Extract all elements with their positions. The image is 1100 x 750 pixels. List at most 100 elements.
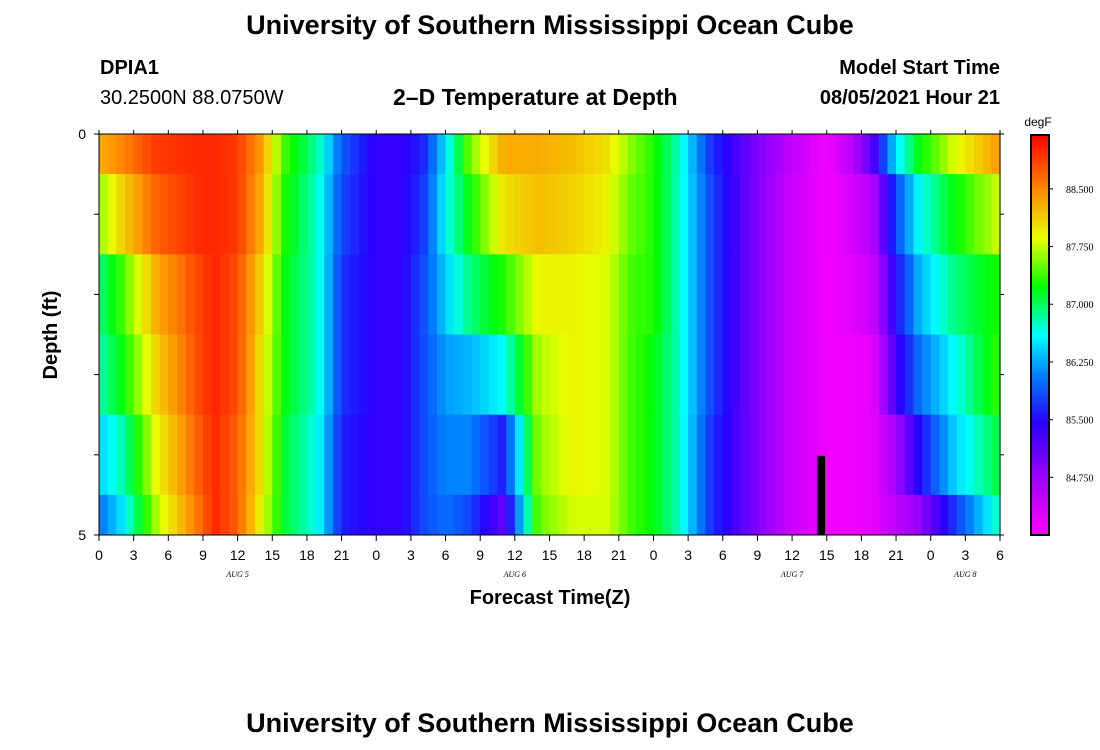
x-tick-label: 9 xyxy=(199,547,207,563)
heatmap-cell xyxy=(324,494,334,536)
heatmap-cell xyxy=(592,494,603,536)
x-tick-label: 9 xyxy=(754,547,762,563)
heatmap-cell xyxy=(176,254,187,335)
heatmap-cell xyxy=(705,254,715,335)
heatmap-cell xyxy=(99,254,109,335)
heatmap-cell xyxy=(575,254,585,335)
heatmap-cell xyxy=(488,254,499,335)
heatmap-cell xyxy=(584,254,594,335)
heatmap-cell xyxy=(176,334,187,416)
heatmap-cell xyxy=(610,134,620,175)
heatmap-cell xyxy=(844,174,854,255)
heatmap-cell xyxy=(826,334,836,416)
heatmap-cell xyxy=(696,254,707,335)
heatmap-cell xyxy=(670,134,681,175)
heatmap-cell xyxy=(194,334,204,416)
heatmap-cell xyxy=(731,174,741,255)
plot-title: 2–D Temperature at Depth xyxy=(393,84,678,110)
x-tick-label: 12 xyxy=(507,547,523,563)
heatmap-cell xyxy=(844,414,854,496)
heatmap-cell xyxy=(246,414,256,496)
heatmap-cell xyxy=(324,254,334,335)
heatmap-cell xyxy=(722,134,733,175)
heatmap-cell xyxy=(298,494,308,536)
heatmap-cell xyxy=(540,494,551,536)
heatmap-cell xyxy=(956,334,966,416)
heatmap-cell xyxy=(800,174,811,255)
heatmap-cell xyxy=(332,134,343,175)
heatmap-cell xyxy=(306,494,317,536)
heatmap-cell xyxy=(740,174,750,255)
day-label: AUG 6 xyxy=(503,570,526,579)
heatmap-cell xyxy=(315,414,325,496)
heatmap-cell xyxy=(298,134,308,175)
heatmap-cell xyxy=(506,414,516,496)
heatmap-cell xyxy=(410,334,421,416)
heatmap-cell xyxy=(774,254,785,335)
heatmap-cell xyxy=(896,494,906,536)
heatmap-cell xyxy=(688,174,698,255)
heatmap-cell xyxy=(367,494,377,536)
heatmap-cell xyxy=(358,134,369,175)
heatmap-cell xyxy=(532,174,542,255)
heatmap-cell xyxy=(211,494,221,536)
heatmap-cell xyxy=(298,174,308,255)
heatmap-cell xyxy=(887,174,897,255)
heatmap-cell xyxy=(341,494,351,536)
heatmap-cell xyxy=(679,494,689,536)
heatmap-cell xyxy=(306,414,317,496)
heatmap-cell xyxy=(844,494,854,536)
heatmap-cell xyxy=(540,414,551,496)
heatmap-cell xyxy=(887,334,897,416)
heatmap-cell xyxy=(471,414,481,496)
heatmap-cell xyxy=(142,254,152,335)
x-tick-label: 6 xyxy=(719,547,727,563)
heatmap-cell xyxy=(878,254,888,335)
heatmap-cell xyxy=(627,414,637,496)
colorbar-tick-label: 85.500 xyxy=(1066,416,1094,427)
heatmap-cell xyxy=(159,254,169,335)
heatmap-cell xyxy=(315,254,325,335)
heatmap-cell xyxy=(480,134,490,175)
heatmap-cell xyxy=(384,334,395,416)
heatmap-cell xyxy=(514,134,525,175)
heatmap-cell xyxy=(722,334,733,416)
heatmap-cell xyxy=(246,494,256,536)
heatmap-cell xyxy=(714,414,724,496)
heatmap-cell xyxy=(549,254,559,335)
heatmap-cell xyxy=(419,134,429,175)
heatmap-cell xyxy=(150,254,161,335)
heatmap-cell xyxy=(549,334,559,416)
heatmap-cell xyxy=(480,494,490,536)
heatmap-cell xyxy=(870,334,880,416)
heatmap-cell xyxy=(974,494,984,536)
heatmap-cell xyxy=(419,254,429,335)
x-tick-label: 6 xyxy=(996,547,1004,563)
x-tick-label: 21 xyxy=(334,547,350,563)
heatmap-cell xyxy=(402,134,412,175)
heatmap-cell xyxy=(558,414,568,496)
heatmap-cell xyxy=(350,254,360,335)
heatmap-cell xyxy=(974,134,984,175)
heatmap-cell xyxy=(982,254,992,335)
heatmap-cell xyxy=(428,134,438,175)
heatmap-cell xyxy=(263,494,273,536)
heatmap-cell xyxy=(506,334,516,416)
heatmap-cell xyxy=(662,134,672,175)
x-tick-label: 3 xyxy=(684,547,692,563)
colorbar-ticks: 88.500 87.750 87.000 86.250 85.500 84.750 xyxy=(1049,185,1094,484)
heatmap-cell xyxy=(670,414,681,496)
heatmap-cell xyxy=(194,134,204,175)
heatmap-cell xyxy=(280,134,291,175)
heatmap-cell xyxy=(99,414,109,496)
heatmap-cell xyxy=(636,174,646,255)
heatmap-cell xyxy=(350,134,360,175)
heatmap-cell xyxy=(991,174,1001,255)
heatmap-cell xyxy=(748,494,759,536)
heatmap-cell xyxy=(826,174,836,255)
heatmap-cell xyxy=(350,414,360,496)
heatmap-cell xyxy=(740,254,750,335)
heatmap-cell xyxy=(254,254,265,335)
heatmap-cell xyxy=(913,334,923,416)
heatmap-cell xyxy=(263,414,273,496)
